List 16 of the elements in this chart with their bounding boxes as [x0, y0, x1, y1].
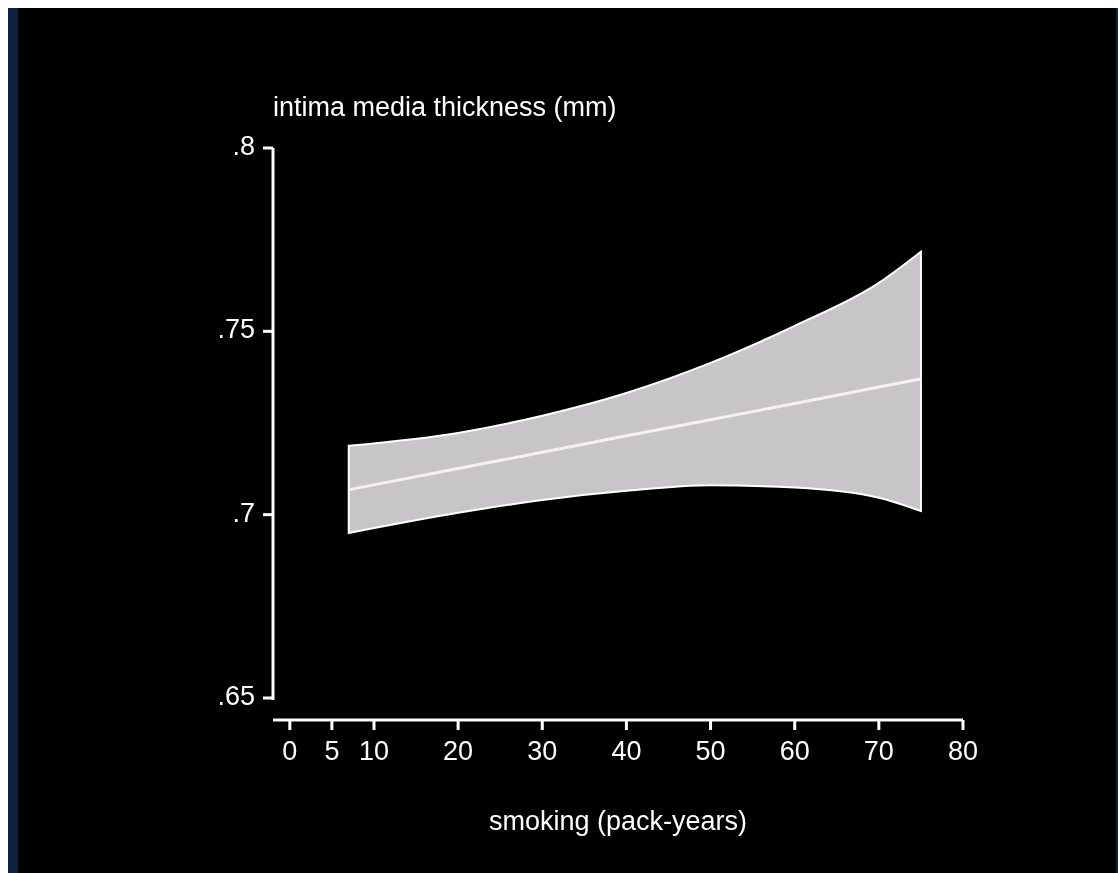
x-tick-label: 60 — [779, 736, 810, 766]
x-tick-label: 20 — [443, 736, 474, 766]
x-tick-label: 0 — [282, 736, 298, 766]
x-tick-label: 70 — [863, 736, 894, 766]
y-tick-label: .8 — [232, 131, 255, 162]
y-tick-label: .7 — [232, 497, 255, 528]
y-tick-label: .65 — [217, 681, 255, 712]
y-tick-label: .75 — [217, 314, 255, 345]
x-axis-title: smoking (pack-years) — [488, 806, 748, 836]
x-tick-label: 80 — [947, 736, 979, 766]
x-tick-label: 50 — [695, 736, 726, 766]
x-tick-label: 40 — [611, 736, 642, 766]
x-tick-label: 10 — [358, 736, 389, 766]
x-tick-label: 30 — [527, 736, 558, 766]
y-axis-title: intima media thickness (mm) — [273, 92, 617, 122]
x-tick-label: 5 — [324, 736, 340, 766]
